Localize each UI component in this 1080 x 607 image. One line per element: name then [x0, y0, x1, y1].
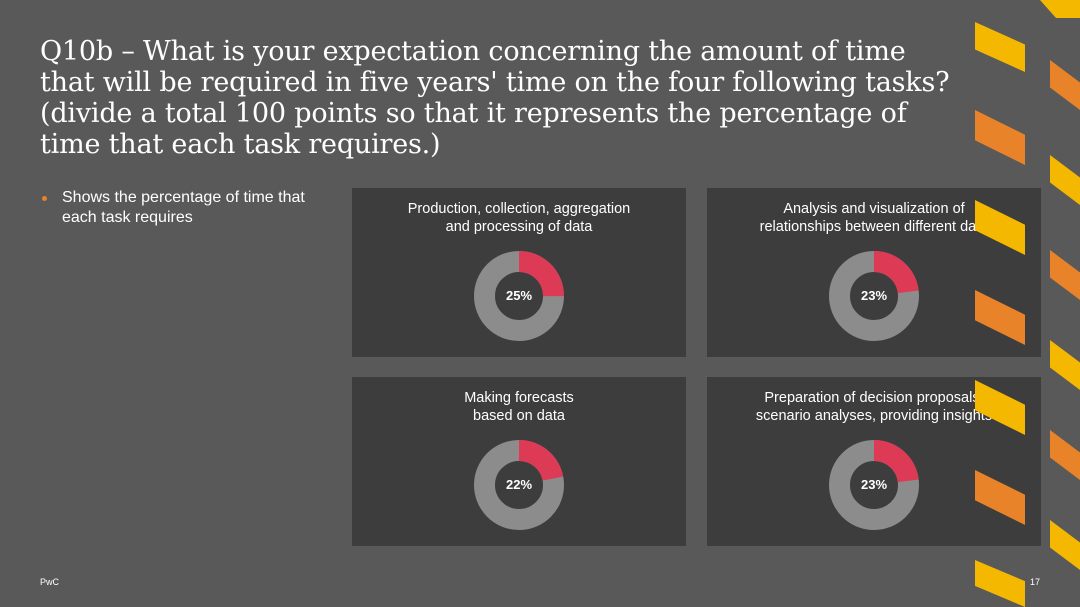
page-number: 17: [1030, 577, 1041, 587]
decorative-chevron: [1050, 155, 1080, 205]
donut-title: Making forecasts based on data: [464, 390, 574, 424]
donut-value-label: 23%: [860, 477, 888, 492]
donut-chart-decisions: [829, 440, 919, 530]
decorative-chevron: [1050, 250, 1080, 300]
decorative-chevron: [975, 470, 1025, 525]
donut-panel-production: Production, collection, aggregation and …: [352, 188, 686, 357]
decorative-chevron: [975, 110, 1025, 165]
decorative-chevron: [975, 200, 1025, 255]
donut-slice-value: [829, 440, 919, 530]
bullet-item: Shows the percentage of time that each t…: [40, 188, 330, 228]
donut-chart-analysis: [829, 251, 919, 341]
donut-slice-value: [474, 251, 564, 341]
slide-title: Q10b – What is your expectation concerni…: [40, 36, 950, 160]
donut-value-label: 23%: [860, 288, 888, 303]
donut-title: Preparation of decision proposals, scena…: [755, 390, 993, 424]
donut-chart-production: [474, 251, 564, 341]
donut-slice-value: [829, 251, 919, 341]
decorative-chevron: [975, 290, 1025, 345]
decorative-chevron: [975, 380, 1025, 435]
donut-panel-decisions: Preparation of decision proposals, scena…: [707, 377, 1041, 546]
donut-title: Analysis and visualization of relationsh…: [759, 201, 989, 235]
decorative-chevron: [975, 22, 1025, 72]
donut-value-label: 25%: [505, 288, 533, 303]
donut-title: Production, collection, aggregation and …: [407, 201, 631, 235]
donut-slice-value: [474, 440, 564, 530]
decorative-chevron: [1050, 60, 1080, 110]
decorative-chevron: [1050, 340, 1080, 390]
donut-chart-forecasts: [474, 440, 564, 530]
bullet-list: Shows the percentage of time that each t…: [40, 188, 330, 228]
footer-brand: PwC: [40, 577, 60, 587]
donut-panel-forecasts: Making forecasts based on data 22%: [352, 377, 686, 546]
donut-panel-analysis: Analysis and visualization of relationsh…: [707, 188, 1041, 357]
decorative-chevron: [1050, 520, 1080, 570]
decorative-chevron: [1050, 430, 1080, 480]
decorative-chevron: [975, 560, 1025, 607]
donut-value-label: 22%: [505, 477, 533, 492]
decorative-chevron: [1040, 0, 1080, 18]
